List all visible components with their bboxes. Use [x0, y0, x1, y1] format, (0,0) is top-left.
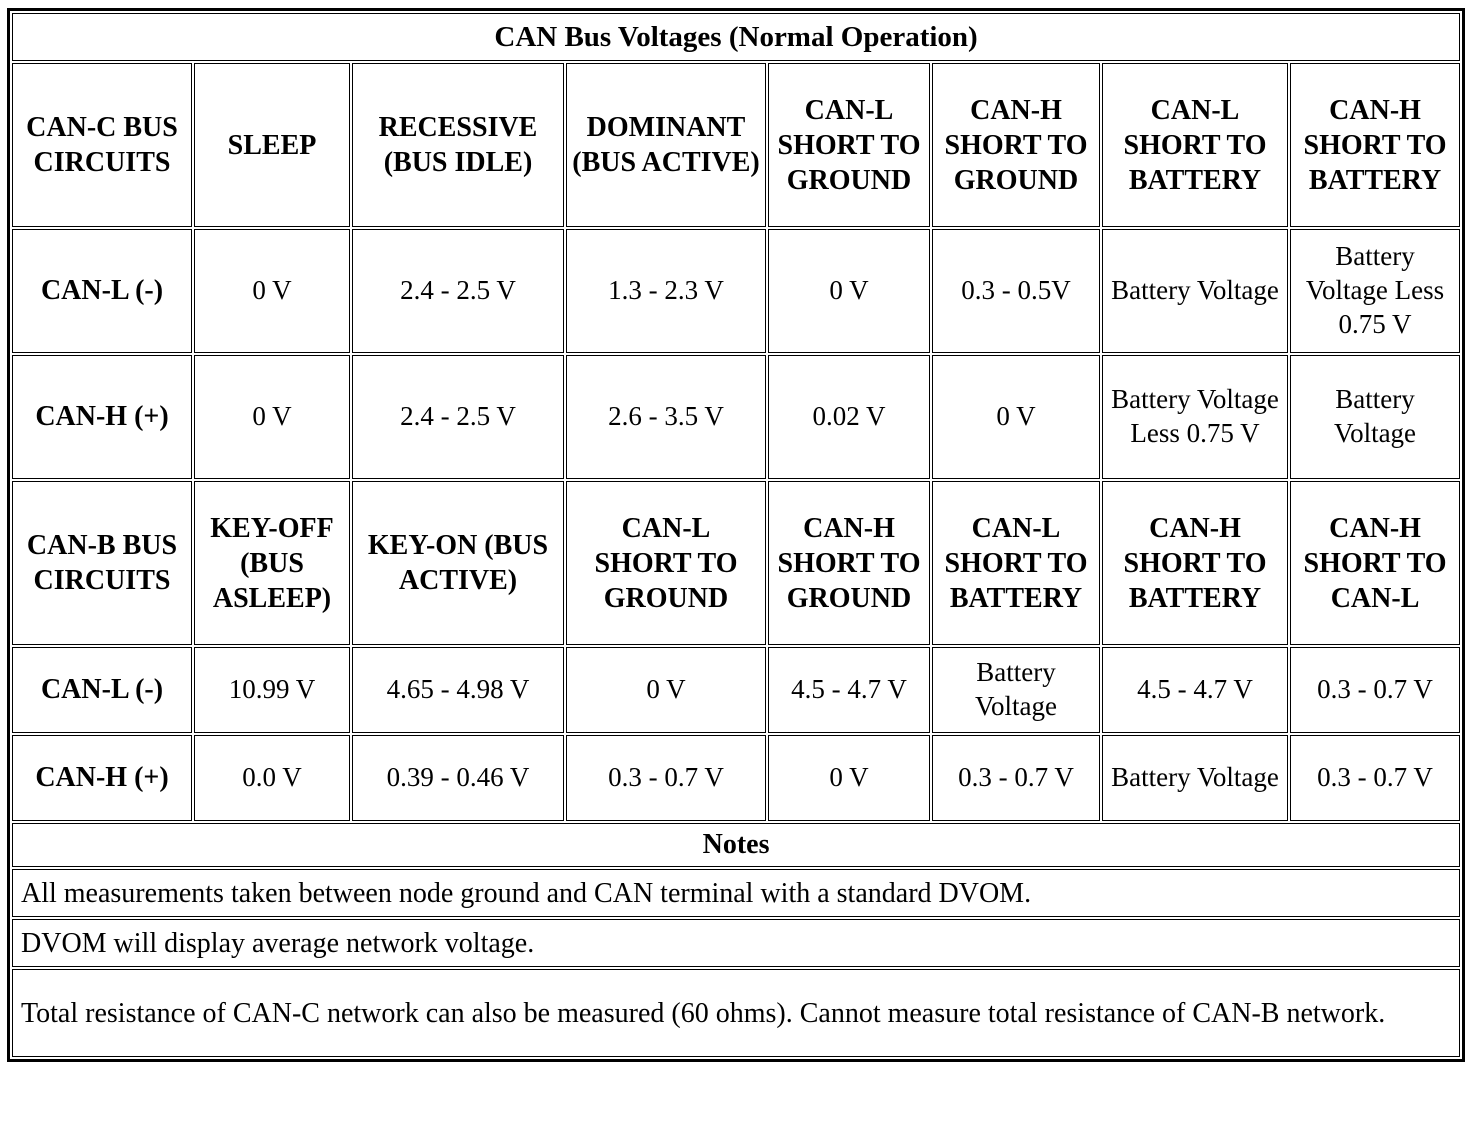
table-title: CAN Bus Voltages (Normal Operation) — [12, 13, 1461, 61]
value-cell: 0 V — [768, 229, 930, 353]
value-cell: Battery Voltage — [1290, 355, 1461, 479]
value-cell: 0.3 - 0.7 V — [1290, 735, 1461, 821]
note-text: DVOM will display average network voltag… — [12, 919, 1461, 967]
can-c-header-recessive: RECESSIVE (BUS IDLE) — [352, 63, 564, 227]
can-c-header-canl-short-ground: CAN-L SHORT TO GROUND — [768, 63, 930, 227]
can-b-header-circuits: CAN-B BUS CIRCUITS — [12, 481, 192, 645]
value-cell: Battery Voltage — [932, 647, 1100, 733]
note-row: All measurements taken between node grou… — [12, 869, 1461, 917]
value-cell: 0 V — [194, 355, 350, 479]
can-c-canl-row: CAN-L (-) 0 V 2.4 - 2.5 V 1.3 - 2.3 V 0 … — [12, 229, 1461, 353]
value-cell: Battery Voltage — [1102, 735, 1288, 821]
value-cell: 1.3 - 2.3 V — [566, 229, 766, 353]
note-text: Total resistance of CAN-C network can al… — [12, 969, 1461, 1057]
can-b-canl-row: CAN-L (-) 10.99 V 4.65 - 4.98 V 0 V 4.5 … — [12, 647, 1461, 733]
can-c-canh-row: CAN-H (+) 0 V 2.4 - 2.5 V 2.6 - 3.5 V 0.… — [12, 355, 1461, 479]
row-label: CAN-L (-) — [12, 229, 192, 353]
can-b-header-canh-short-canl: CAN-H SHORT TO CAN-L — [1290, 481, 1461, 645]
can-c-header-dominant: DOMINANT (BUS ACTIVE) — [566, 63, 766, 227]
value-cell: 0.39 - 0.46 V — [352, 735, 564, 821]
value-cell: 4.5 - 4.7 V — [768, 647, 930, 733]
can-b-header-canh-short-ground: CAN-H SHORT TO GROUND — [768, 481, 930, 645]
can-b-header-keyoff: KEY-OFF (BUS ASLEEP) — [194, 481, 350, 645]
can-c-header-row: CAN-C BUS CIRCUITS SLEEP RECESSIVE (BUS … — [12, 63, 1461, 227]
can-c-header-sleep: SLEEP — [194, 63, 350, 227]
value-cell: 0 V — [194, 229, 350, 353]
can-b-canh-row: CAN-H (+) 0.0 V 0.39 - 0.46 V 0.3 - 0.7 … — [12, 735, 1461, 821]
can-c-header-canl-short-battery: CAN-L SHORT TO BATTERY — [1102, 63, 1288, 227]
table-title-row: CAN Bus Voltages (Normal Operation) — [12, 13, 1461, 61]
value-cell: 0 V — [932, 355, 1100, 479]
value-cell: 0.3 - 0.7 V — [566, 735, 766, 821]
row-label: CAN-L (-) — [12, 647, 192, 733]
can-b-header-canl-short-ground: CAN-L SHORT TO GROUND — [566, 481, 766, 645]
value-cell: 10.99 V — [194, 647, 350, 733]
can-c-header-canh-short-ground: CAN-H SHORT TO GROUND — [932, 63, 1100, 227]
can-b-header-row: CAN-B BUS CIRCUITS KEY-OFF (BUS ASLEEP) … — [12, 481, 1461, 645]
note-row: Total resistance of CAN-C network can al… — [12, 969, 1461, 1057]
value-cell: 0 V — [768, 735, 930, 821]
value-cell: 2.4 - 2.5 V — [352, 229, 564, 353]
row-label: CAN-H (+) — [12, 735, 192, 821]
value-cell: 2.4 - 2.5 V — [352, 355, 564, 479]
can-b-header-canl-short-battery: CAN-L SHORT TO BATTERY — [932, 481, 1100, 645]
value-cell: 0.3 - 0.7 V — [932, 735, 1100, 821]
note-text: All measurements taken between node grou… — [12, 869, 1461, 917]
value-cell: 0.3 - 0.5V — [932, 229, 1100, 353]
value-cell: 4.5 - 4.7 V — [1102, 647, 1288, 733]
notes-heading-row: Notes — [12, 823, 1461, 867]
value-cell: 4.65 - 4.98 V — [352, 647, 564, 733]
can-b-header-canh-short-battery: CAN-H SHORT TO BATTERY — [1102, 481, 1288, 645]
value-cell: 0 V — [566, 647, 766, 733]
can-c-header-circuits: CAN-C BUS CIRCUITS — [12, 63, 192, 227]
value-cell: Battery Voltage Less 0.75 V — [1102, 355, 1288, 479]
notes-heading: Notes — [12, 823, 1461, 867]
can-b-header-keyon: KEY-ON (BUS ACTIVE) — [352, 481, 564, 645]
note-row: DVOM will display average network voltag… — [12, 919, 1461, 967]
value-cell: 0.0 V — [194, 735, 350, 821]
value-cell: 0.02 V — [768, 355, 930, 479]
value-cell: Battery Voltage — [1102, 229, 1288, 353]
value-cell: 0.3 - 0.7 V — [1290, 647, 1461, 733]
row-label: CAN-H (+) — [12, 355, 192, 479]
value-cell: Battery Voltage Less 0.75 V — [1290, 229, 1461, 353]
can-bus-voltages-table: CAN Bus Voltages (Normal Operation) CAN-… — [7, 8, 1466, 1062]
value-cell: 2.6 - 3.5 V — [566, 355, 766, 479]
can-c-header-canh-short-battery: CAN-H SHORT TO BATTERY — [1290, 63, 1461, 227]
